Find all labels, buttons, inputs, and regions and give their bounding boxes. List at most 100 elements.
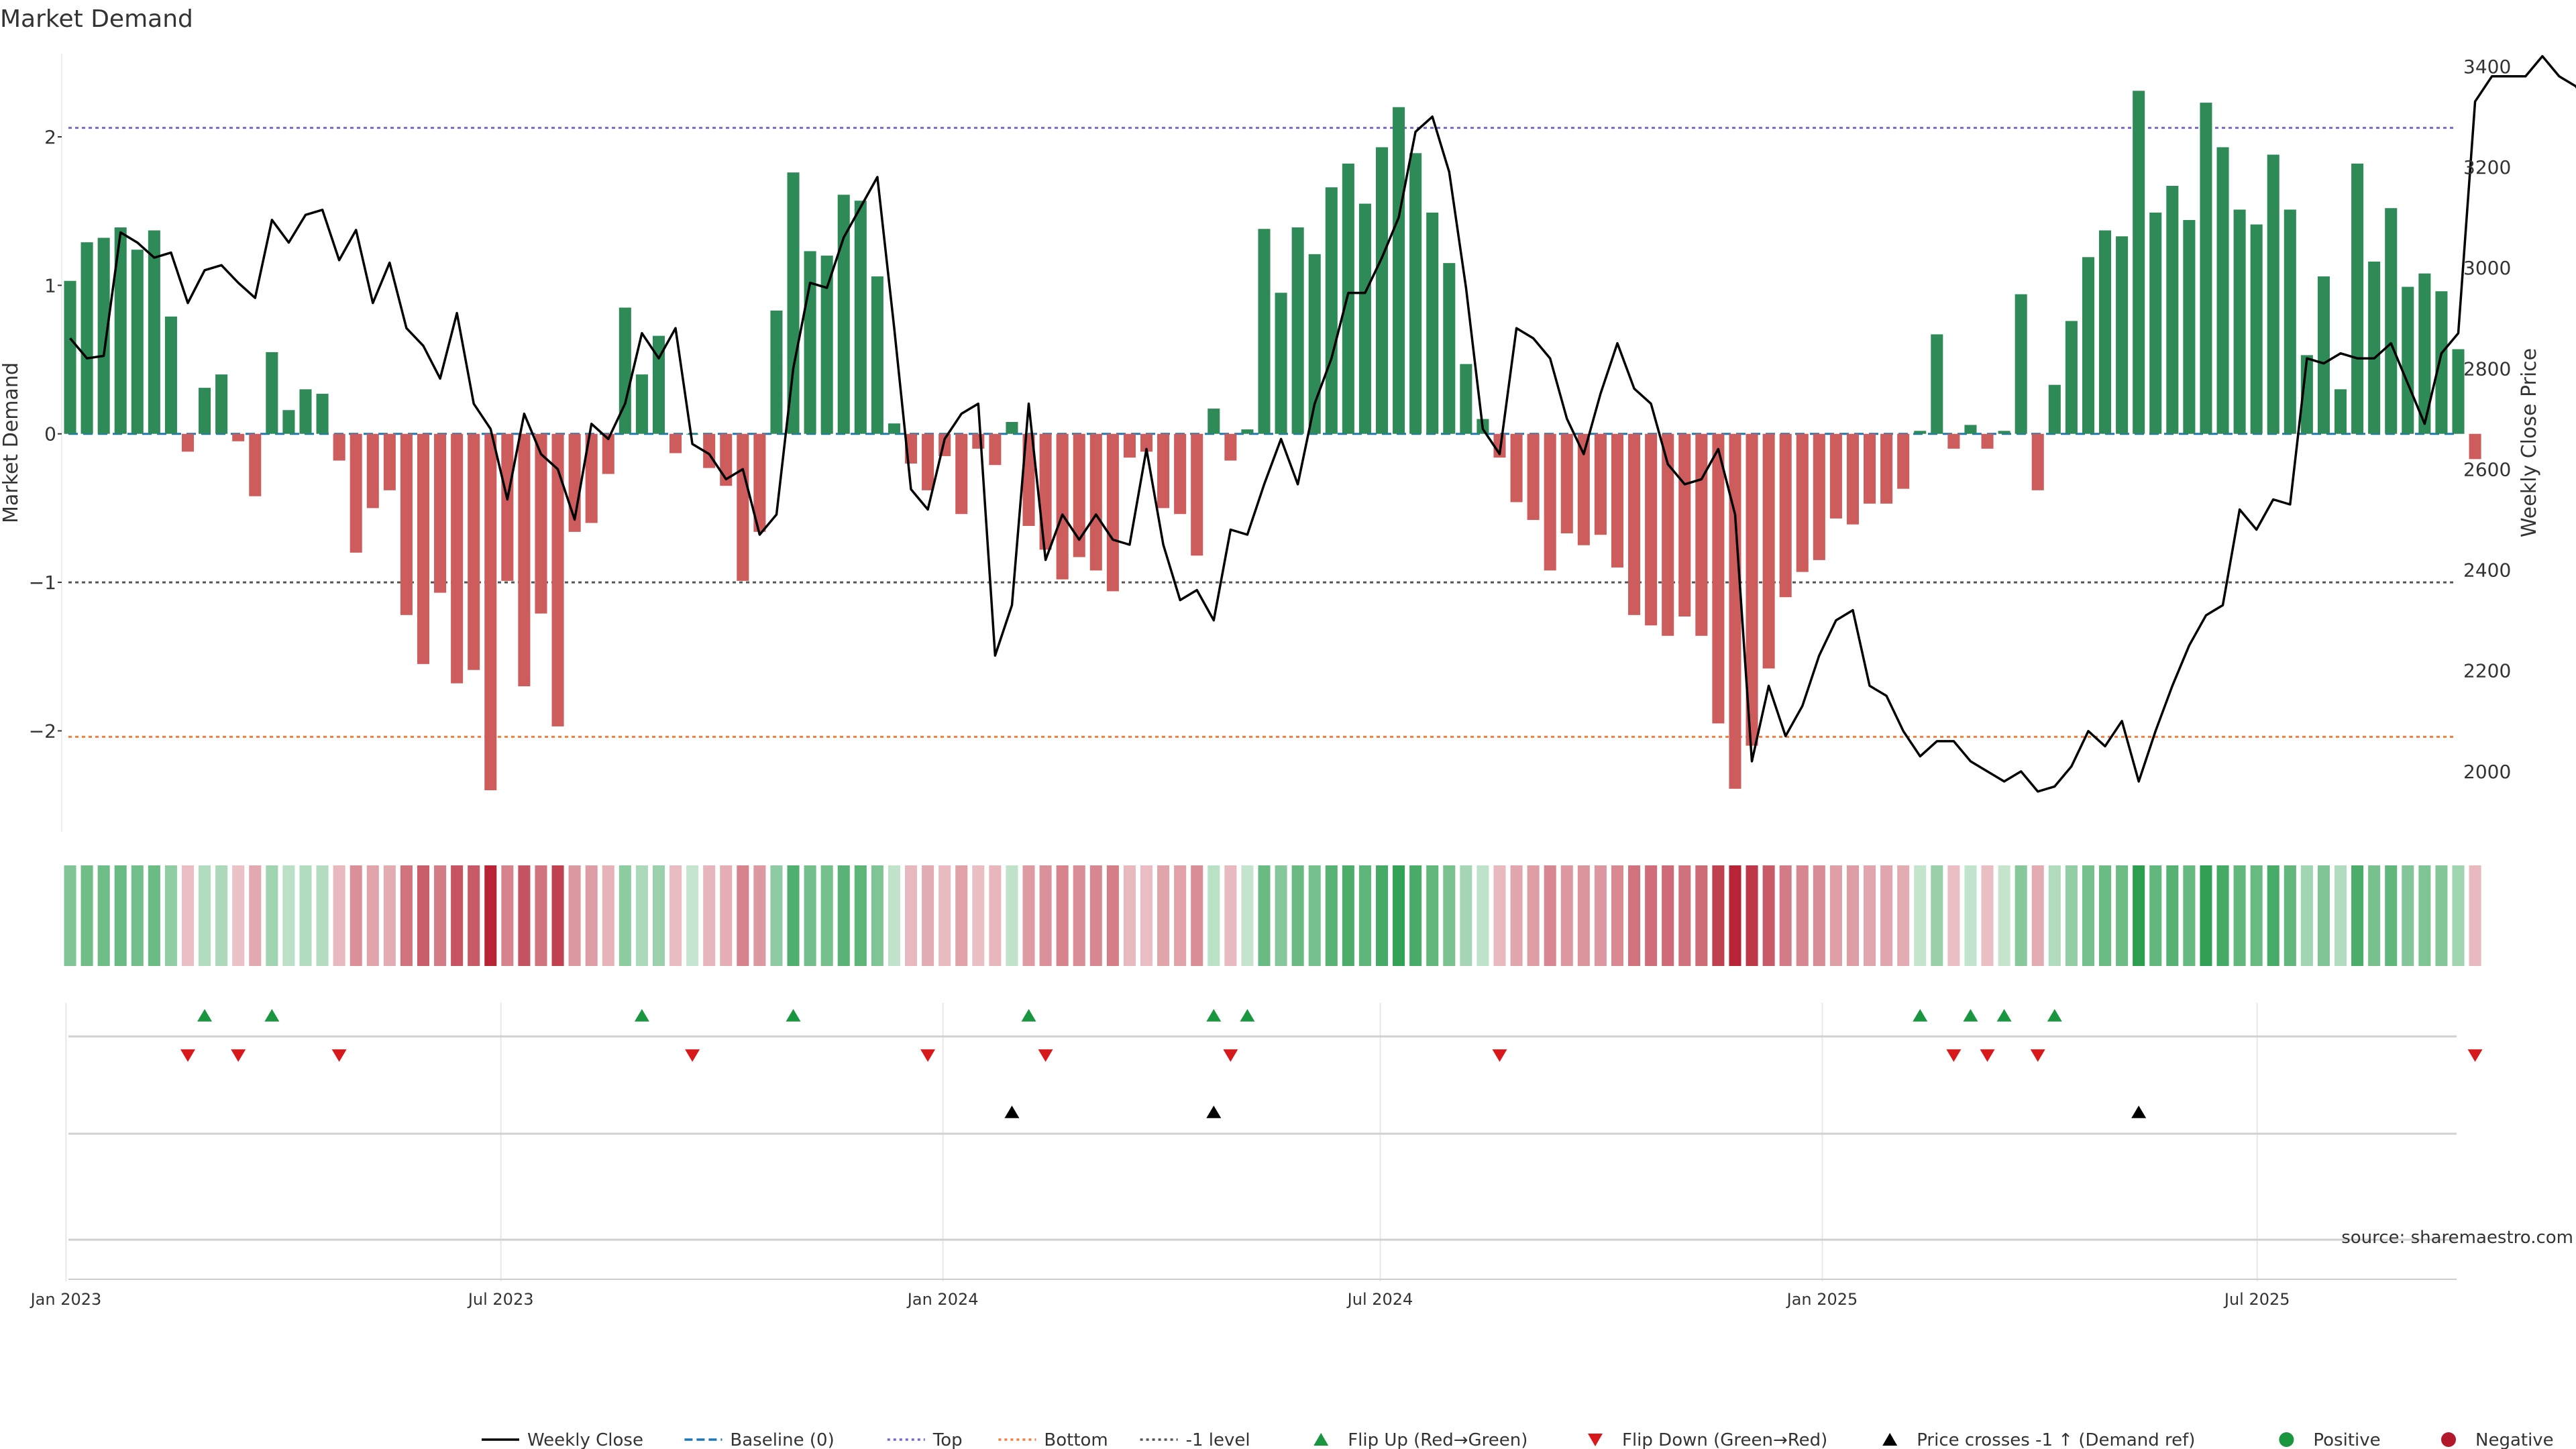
heat-cell <box>955 865 968 966</box>
demand-bar <box>652 335 665 434</box>
legend-item: Weekly Close <box>482 1430 643 1449</box>
demand-bar <box>820 256 833 434</box>
heat-cell <box>148 865 160 966</box>
flip-down-marker <box>180 1049 195 1062</box>
x-tick-label: Jan 2025 <box>1786 1290 1858 1309</box>
heat-cell <box>2149 865 2162 966</box>
heat-cell <box>199 865 211 966</box>
heat-cell <box>905 865 918 966</box>
legend-item: Negative <box>2441 1430 2554 1449</box>
heat-cell <box>266 865 278 966</box>
demand-bar <box>2385 208 2398 434</box>
demand-bar <box>922 433 934 490</box>
demand-bar <box>2166 186 2179 434</box>
heat-cell <box>1662 865 1674 966</box>
demand-bar <box>2031 433 2044 490</box>
heat-cell <box>2284 865 2296 966</box>
heat-cell <box>400 865 413 966</box>
demand-bar <box>1275 292 1287 434</box>
demand-bar <box>854 201 867 434</box>
flip-up-marker <box>634 1009 649 1022</box>
demand-bar <box>1157 433 1170 508</box>
demand-bar <box>1308 254 1321 434</box>
demand-bar <box>1510 433 1523 502</box>
demand-bar <box>1762 433 1775 669</box>
demand-bar <box>232 433 245 441</box>
legend-label: Price crosses -1 ↑ (Demand ref) <box>1917 1430 2195 1449</box>
heat-cell <box>114 865 127 966</box>
heat-cell <box>1191 865 1203 966</box>
demand-bar <box>1846 433 1859 525</box>
heat-cell <box>669 865 682 966</box>
heat-cell <box>181 865 195 966</box>
y-right-tick-label: 3400 <box>2463 56 2511 78</box>
demand-bar <box>1779 433 1792 598</box>
heat-cell <box>1880 865 1893 966</box>
demand-bar <box>2317 276 2330 434</box>
heat-cell <box>2267 865 2279 966</box>
legend-item: Top <box>887 1430 963 1449</box>
heat-cell <box>2065 865 2078 966</box>
demand-bar <box>1224 433 1237 461</box>
demand-bar <box>1123 433 1136 458</box>
demand-bar <box>2116 236 2129 434</box>
demand-bar <box>1460 364 1472 434</box>
legend-item: Positive <box>2279 1430 2381 1449</box>
demand-bar <box>1662 433 1674 636</box>
demand-bar <box>114 227 127 434</box>
demand-bar <box>417 433 430 664</box>
price-cross-panel <box>68 1106 2457 1241</box>
demand-bar <box>501 433 514 581</box>
heat-cell <box>1914 865 1927 966</box>
heat-cell <box>1006 865 1018 966</box>
heat-cell <box>80 865 93 966</box>
heat-cell <box>804 865 816 966</box>
legend-label: Bottom <box>1044 1430 1108 1449</box>
demand-bar <box>1796 433 1809 572</box>
flip-up-marker <box>1206 1009 1222 1022</box>
demand-bar <box>635 374 648 434</box>
heat-cell <box>720 865 733 966</box>
demand-bar <box>181 433 195 452</box>
heat-cell <box>1527 865 1540 966</box>
heat-cell <box>1729 865 1741 966</box>
demand-bar <box>1947 433 1960 449</box>
demand-bar <box>1829 433 1842 519</box>
demand-bar <box>989 433 1002 466</box>
heat-cell <box>2048 865 2061 966</box>
demand-bar <box>1864 433 1876 504</box>
heat-cell <box>1208 865 1220 966</box>
heat-cell <box>1510 865 1523 966</box>
demand-bar <box>2015 294 2027 434</box>
demand-bar <box>299 389 312 434</box>
demand-bar <box>468 433 480 670</box>
heat-cell <box>2031 865 2044 966</box>
heat-cell <box>1291 865 1304 966</box>
demand-bar <box>266 352 278 434</box>
heat-cell <box>568 865 581 966</box>
demand-bar <box>2334 389 2347 434</box>
heat-cell <box>1829 865 1842 966</box>
chart-title: Market Demand <box>0 5 193 33</box>
demand-bar <box>2233 209 2246 434</box>
flip-up-marker <box>197 1009 213 1022</box>
heat-cell <box>686 865 699 966</box>
x-tick-label: Jul 2023 <box>467 1290 534 1309</box>
legend-label: Positive <box>2313 1430 2380 1449</box>
demand-bar <box>2099 230 2112 434</box>
heat-cell <box>518 865 531 966</box>
demand-bar <box>2065 321 2078 434</box>
demand-bar <box>215 374 228 434</box>
demand-bar <box>2082 257 2094 434</box>
heat-cell <box>1964 865 1977 966</box>
heat-cell <box>451 865 464 966</box>
heat-cell <box>535 865 547 966</box>
flip-up-marker <box>1240 1009 1255 1022</box>
heat-cell <box>2385 865 2398 966</box>
heat-cell <box>1998 865 2010 966</box>
y-right-tick-label: 2400 <box>2463 559 2511 582</box>
heat-cell <box>1712 865 1725 966</box>
demand-bar <box>316 393 329 434</box>
heat-cell <box>1577 865 1590 966</box>
